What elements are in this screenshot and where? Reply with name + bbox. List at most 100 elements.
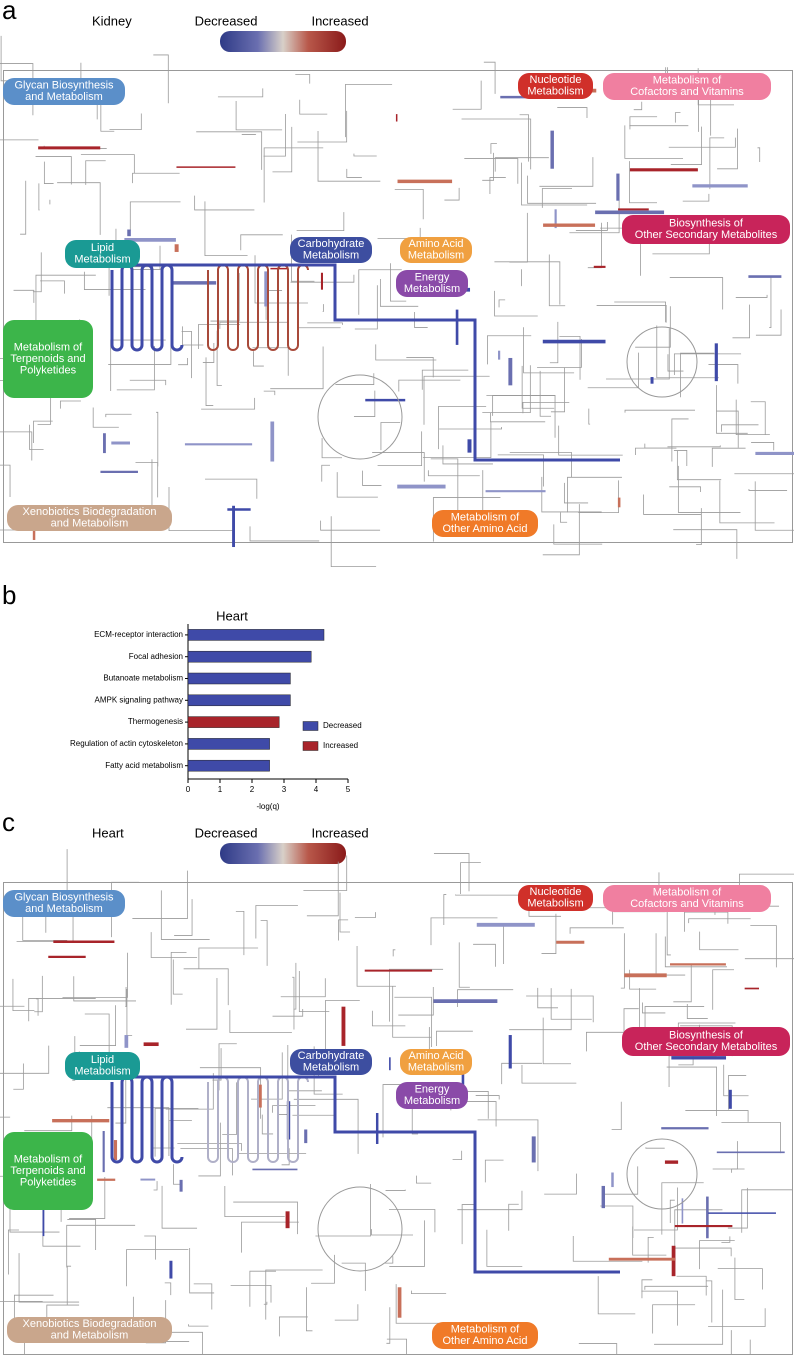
pathway-line <box>742 1190 793 1233</box>
region-label: Metabolism of <box>653 887 722 899</box>
pathway-line <box>60 401 81 409</box>
pathway-line <box>295 74 309 83</box>
pathway-line <box>633 1226 667 1255</box>
region-label: Other Secondary Metabolites <box>635 229 778 241</box>
region-label: Glycan Biosynthesis <box>14 892 114 904</box>
pathway-line <box>674 450 687 466</box>
pathway-line <box>393 986 431 1037</box>
cycle <box>318 1187 402 1271</box>
region-label: Lipid <box>91 1054 114 1066</box>
pathway-line <box>673 530 737 559</box>
pathway-line <box>461 863 481 894</box>
scale-high-label: Increased <box>311 825 368 840</box>
pathway-line <box>670 1200 675 1223</box>
pathway-line <box>549 255 565 306</box>
pathway-line <box>264 1302 267 1305</box>
pathway-line <box>178 358 187 365</box>
main-route <box>112 1077 620 1272</box>
pathway-line <box>0 432 32 461</box>
pathway-line <box>712 448 745 467</box>
panel-letter: a <box>2 0 17 25</box>
pathway-line <box>144 1236 155 1260</box>
pathway-line <box>272 127 291 172</box>
pathway-line <box>84 272 145 290</box>
pathway-line <box>588 223 602 268</box>
pathway-line <box>86 161 106 185</box>
pathway-line <box>731 1330 791 1355</box>
pathway-line <box>589 409 590 424</box>
x-axis-label: -log(q) <box>256 802 279 811</box>
pathway-line <box>195 196 255 210</box>
pathway-line <box>205 201 248 255</box>
pathway-line <box>161 890 209 939</box>
pathway-line <box>677 1276 707 1295</box>
pathway-line <box>434 854 469 892</box>
region-label: Energy <box>415 1084 450 1096</box>
region-label: Nucleotide <box>530 886 582 898</box>
pathway-line <box>236 101 282 130</box>
main-route <box>112 265 620 460</box>
pathway-line <box>720 480 775 522</box>
pathway-line <box>654 1290 723 1345</box>
pathway-line <box>57 183 100 235</box>
pathway-line <box>80 1005 116 1045</box>
pathway-line <box>509 1204 519 1230</box>
pathway-line <box>261 920 267 965</box>
pathway-line <box>751 442 774 450</box>
pathway-line <box>570 928 624 934</box>
pathway-line <box>458 990 514 1007</box>
region-label: Metabolism <box>408 1062 464 1074</box>
pathway-line <box>522 1065 576 1083</box>
pathway-line <box>210 273 239 321</box>
pathway-line <box>482 153 493 180</box>
pathway-line <box>724 1065 749 1096</box>
pathway-line <box>19 1253 79 1302</box>
pathway-line <box>393 950 395 957</box>
pathway-line <box>173 960 182 995</box>
pathway-line <box>174 899 192 935</box>
pathway-line <box>423 422 491 458</box>
pathway-line <box>499 300 505 307</box>
category-label: Regulation of actin cytoskeleton <box>70 739 183 748</box>
pathway-line <box>528 176 597 204</box>
category-label: Thermogenesis <box>128 717 183 726</box>
pathway-line <box>673 1248 731 1256</box>
pathway-line <box>707 1281 712 1323</box>
pathway-line <box>117 346 155 390</box>
pathway-line <box>186 978 217 1029</box>
pathway-line <box>557 108 587 118</box>
pathway-line <box>683 194 709 201</box>
pathway-line <box>459 942 470 987</box>
region-label: Polyketides <box>20 1176 77 1188</box>
pathway-line <box>273 1009 303 1016</box>
pathway-line <box>36 999 38 1016</box>
pathway-line <box>453 81 481 110</box>
pathway-line <box>372 1011 405 1026</box>
pathway-line <box>297 212 344 230</box>
pathway-line <box>700 1241 735 1270</box>
region-label: Carbohydrate <box>298 1050 365 1062</box>
pathway-line <box>439 427 501 429</box>
pathway-line <box>300 100 328 114</box>
pathway-line <box>355 285 378 329</box>
pathway-line <box>169 487 234 531</box>
pathway-line <box>196 132 261 170</box>
pathway-line <box>462 1205 475 1245</box>
pathway-line <box>708 1308 765 1326</box>
region-label: Metabolism of <box>451 1324 520 1336</box>
pathway-line <box>29 998 96 1021</box>
pathway-line <box>231 1285 271 1302</box>
region-label: Cofactors and Vitamins <box>630 86 744 98</box>
pathway-line <box>444 188 459 200</box>
pathway-line <box>554 524 602 544</box>
region-label: and Metabolism <box>25 903 103 915</box>
pathway-line <box>264 391 275 395</box>
bar <box>188 695 290 706</box>
pathway-line <box>406 357 433 377</box>
pathway-line <box>0 530 19 546</box>
pathway-line <box>14 290 34 303</box>
pathway-line <box>494 262 559 305</box>
pathway-line <box>641 1291 677 1326</box>
cycle <box>318 375 402 459</box>
